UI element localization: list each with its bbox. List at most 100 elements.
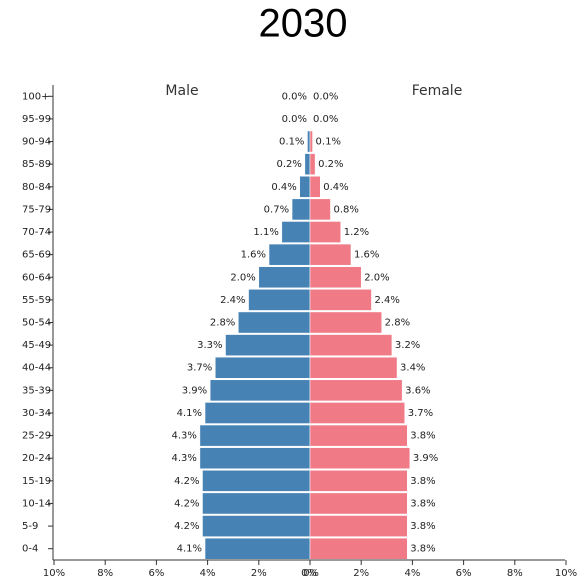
value-label: 0.8% (333, 204, 358, 215)
x-tick-label: 2% (251, 568, 267, 579)
value-label: 3.3% (197, 340, 222, 351)
bar (309, 537, 408, 560)
bar (209, 379, 311, 402)
x-tick-label: 8% (97, 568, 113, 579)
value-label: 2.0% (364, 272, 389, 283)
y-tick-label: 75-79 (22, 204, 51, 215)
bar (202, 492, 311, 515)
value-label: 1.2% (344, 227, 369, 238)
bar (309, 515, 408, 537)
bar (309, 198, 331, 221)
value-label: 0.4% (271, 182, 296, 193)
bar (309, 492, 408, 515)
value-label: 4.2% (174, 498, 199, 509)
x-tick-label: 10% (555, 568, 577, 579)
bar (309, 243, 352, 266)
value-label: 4.3% (172, 453, 197, 464)
y-tick-label: 30-34 (22, 408, 51, 419)
x-tick-label: 2% (353, 568, 369, 579)
bar (309, 311, 382, 334)
bar (258, 266, 311, 289)
y-tick-label: 70-74 (22, 227, 51, 238)
y-tick-label: 65-69 (22, 250, 51, 261)
bar (204, 537, 311, 560)
bar (281, 221, 311, 243)
bar (309, 334, 393, 356)
x-tick-label: 4% (200, 568, 216, 579)
value-label: 1.6% (354, 250, 379, 261)
value-label: 2.4% (220, 295, 245, 306)
y-tick-label: 55-59 (22, 295, 51, 306)
value-label: 3.8% (410, 521, 435, 532)
value-label: 0.1% (279, 137, 304, 148)
bar (309, 266, 362, 289)
y-tick-label: 15-19 (22, 476, 51, 487)
value-label: 0.2% (276, 159, 301, 170)
x-tick-label: 0% (301, 568, 317, 579)
bar (309, 447, 411, 470)
x-tick-label: 8% (507, 568, 523, 579)
value-label: 1.6% (241, 250, 266, 261)
value-label: 0.1% (316, 137, 341, 148)
value-label: 0.7% (264, 204, 289, 215)
y-tick-label: 60-64 (22, 272, 51, 283)
bar (309, 221, 341, 243)
y-tick-label: 100+ (22, 91, 49, 102)
y-tick-label: 50-54 (22, 318, 51, 329)
bar (248, 289, 311, 311)
value-label: 3.6% (405, 385, 430, 396)
y-tick-label: 25-29 (22, 431, 51, 442)
value-label: 0.0% (313, 91, 338, 102)
value-label: 4.1% (177, 408, 202, 419)
value-label: 0.0% (282, 91, 307, 102)
value-label: 0.0% (282, 114, 307, 125)
bar (215, 356, 311, 379)
y-tick-label: 40-44 (22, 363, 51, 374)
x-tick-label: 10% (43, 568, 65, 579)
value-label: 3.7% (408, 408, 433, 419)
value-label: 3.8% (410, 476, 435, 487)
value-label: 3.8% (410, 498, 435, 509)
value-label: 3.2% (395, 340, 420, 351)
bar (309, 289, 372, 311)
bar (309, 130, 313, 153)
y-tick-label: 5-9 (22, 521, 38, 532)
value-label: 1.1% (253, 227, 278, 238)
value-label: 2.8% (210, 318, 235, 329)
bar (309, 402, 405, 424)
value-label: 4.1% (177, 544, 202, 555)
y-tick-label: 45-49 (22, 340, 51, 351)
bar (304, 153, 311, 175)
y-tick-label: 0-4 (22, 544, 38, 555)
value-label: 3.7% (187, 363, 212, 374)
value-label: 4.2% (174, 521, 199, 532)
bar (202, 515, 311, 537)
bar (309, 470, 408, 492)
bar (238, 311, 311, 334)
x-tick-label: 6% (148, 568, 164, 579)
bar (268, 243, 311, 266)
y-tick-label: 90-94 (22, 137, 51, 148)
bar (309, 356, 398, 379)
y-tick-label: 80-84 (22, 182, 51, 193)
bar (199, 424, 311, 447)
value-label: 4.3% (172, 431, 197, 442)
value-label: 2.4% (374, 295, 399, 306)
x-tick-label: 6% (456, 568, 472, 579)
y-tick-label: 20-24 (22, 453, 51, 464)
bar (225, 334, 311, 356)
value-label: 4.2% (174, 476, 199, 487)
value-label: 3.8% (410, 431, 435, 442)
bar (307, 130, 311, 153)
y-tick-label: 95-99 (22, 114, 51, 125)
value-label: 2.0% (230, 272, 255, 283)
bar (309, 153, 316, 175)
value-label: 3.9% (413, 453, 438, 464)
value-label: 2.8% (385, 318, 410, 329)
legend-label: Female (412, 83, 463, 99)
bar (309, 379, 403, 402)
value-label: 0.2% (318, 159, 343, 170)
bar (309, 175, 321, 198)
bar (204, 402, 311, 424)
bar (309, 424, 408, 447)
